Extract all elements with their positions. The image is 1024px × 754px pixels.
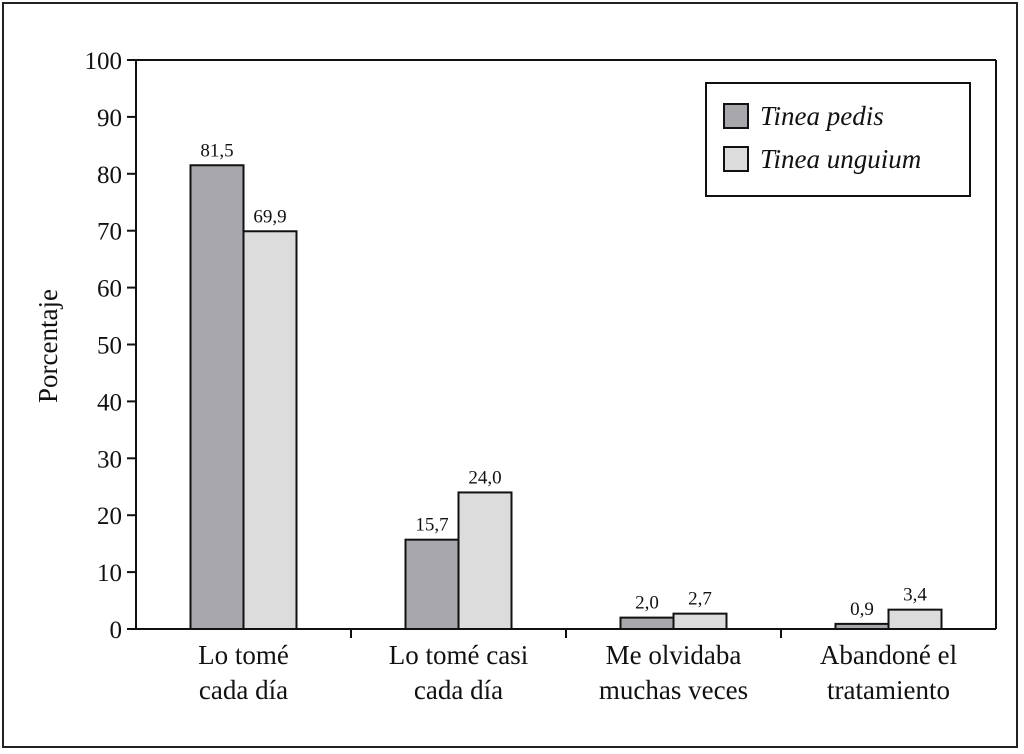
legend-label: Tinea pedis [760, 101, 884, 131]
y-tick-label: 60 [97, 276, 122, 303]
y-tick-label: 20 [97, 503, 122, 530]
y-tick-label: 50 [97, 333, 122, 360]
y-tick-label: 40 [97, 389, 122, 416]
category-label: cada día [414, 675, 503, 705]
category-labels: Lo tomé cada día Lo tomé casi cada día Me ol… [198, 640, 957, 705]
category-label: Abandoné el [820, 640, 957, 670]
y-tick-label: 0 [110, 617, 123, 644]
bar-data-label: 15,7 [415, 515, 448, 536]
bar-tinea-pedis [834, 622, 890, 631]
category-label: tratamiento [827, 675, 950, 705]
bar-tinea-unguium [242, 230, 298, 630]
bar-tinea-unguium [457, 491, 513, 630]
bar-data-label: 69,9 [253, 206, 286, 227]
legend-swatch [723, 103, 749, 129]
category-label: Lo tomé [198, 640, 289, 670]
legend: Tinea pedis Tinea unguium [705, 82, 971, 197]
category-label: Me olvidaba [606, 640, 742, 670]
bar-data-label: 3,4 [903, 585, 927, 606]
bar-tinea-pedis [404, 538, 460, 630]
bar-data-label: 0,9 [850, 599, 874, 620]
bars [189, 164, 943, 638]
bar-data-label: 81,5 [200, 140, 233, 161]
bar-tinea-pedis [619, 616, 675, 630]
bar-data-label: 24,0 [468, 467, 501, 488]
legend-label: Tinea unguium [760, 144, 921, 174]
y-axis-title: Porcentaje [33, 289, 63, 403]
data-labels: 81,5 69,9 15,7 24,0 2,0 2,7 0,9 3,4 [200, 140, 927, 620]
bar-data-label: 2,7 [688, 589, 712, 610]
bar-tinea-unguium [672, 612, 728, 631]
y-tick-label: 100 [85, 48, 123, 75]
y-tick-label: 70 [97, 219, 122, 246]
bar-tinea-pedis [189, 164, 245, 630]
category-label: Lo tomé casi [389, 640, 528, 670]
y-tick-label: 10 [97, 560, 122, 587]
y-axis-ticks: 0 10 20 30 40 50 60 70 80 90 100 [85, 48, 136, 644]
category-label: cada día [199, 675, 288, 705]
bar-tinea-unguium [887, 608, 943, 630]
legend-box [705, 82, 971, 197]
y-tick-label: 80 [97, 162, 122, 189]
y-tick-label: 30 [97, 446, 122, 473]
bar-data-label: 2,0 [635, 593, 659, 614]
y-tick-label: 90 [97, 105, 122, 132]
legend-swatch [723, 146, 749, 172]
category-label: muchas veces [599, 675, 748, 705]
